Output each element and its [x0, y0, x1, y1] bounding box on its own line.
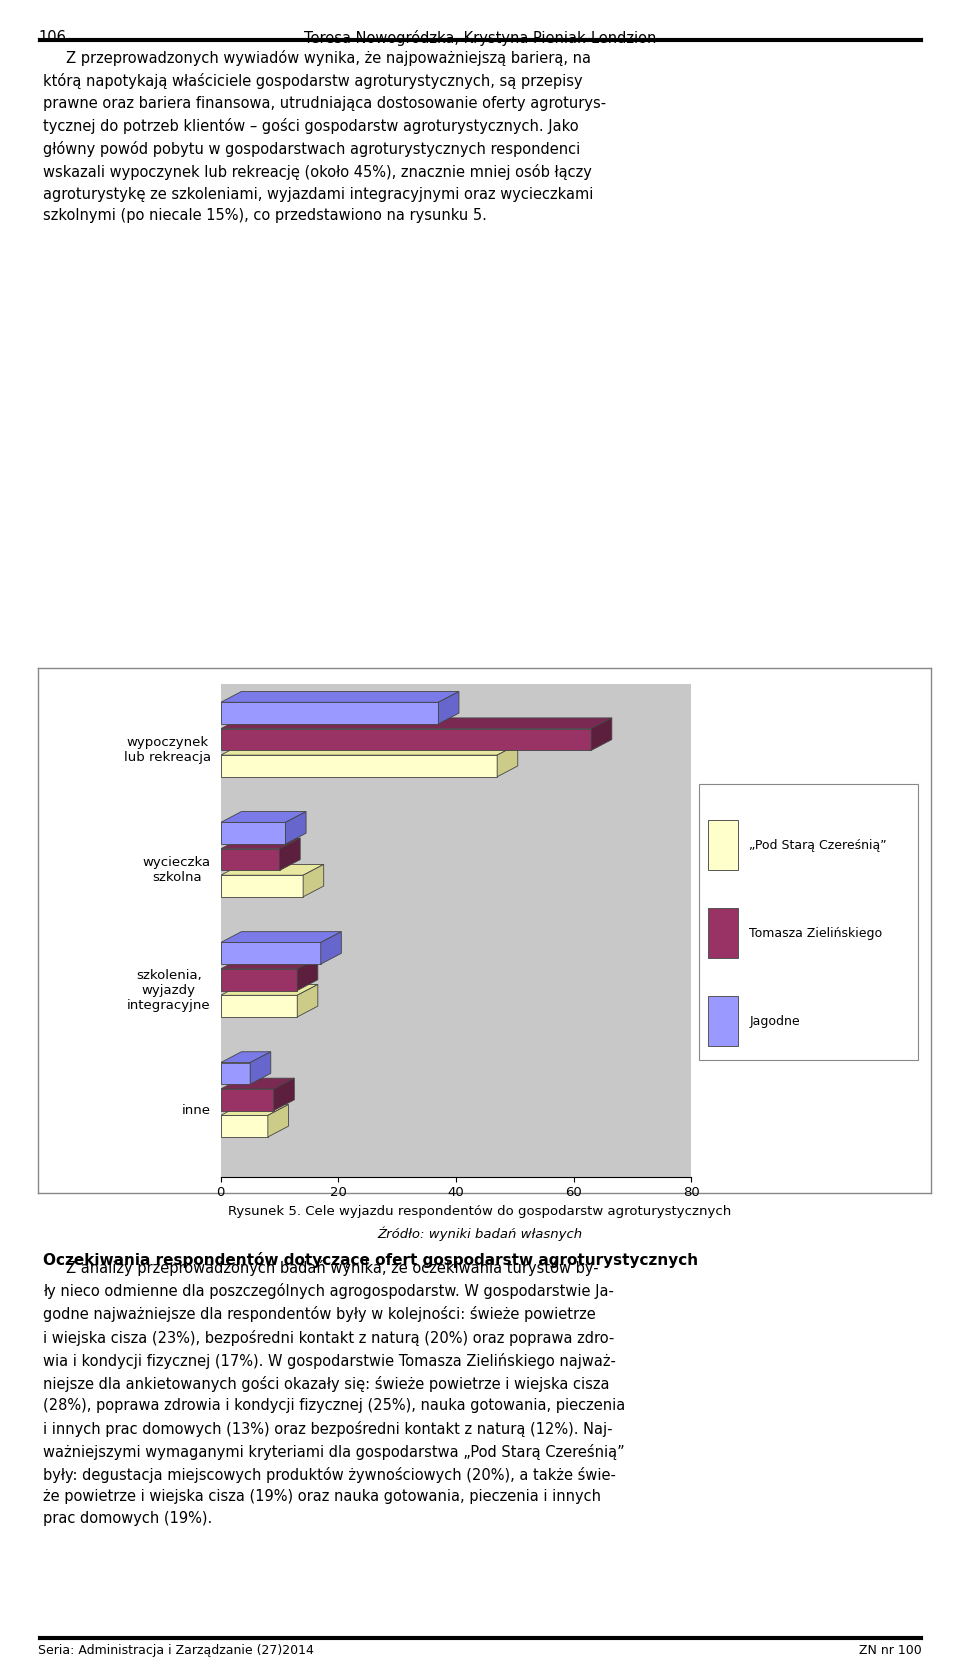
Polygon shape — [221, 985, 318, 995]
Text: wycieczka
szkolna: wycieczka szkolna — [142, 856, 210, 885]
Polygon shape — [221, 1051, 271, 1063]
Bar — [221, 729, 591, 751]
Bar — [708, 819, 738, 870]
Polygon shape — [274, 1078, 295, 1110]
Text: wypoczynek
lub rekreacja: wypoczynek lub rekreacja — [124, 736, 210, 764]
Polygon shape — [321, 931, 342, 965]
Polygon shape — [439, 691, 459, 724]
Text: Seria: Administracja i Zarządzanie (27)2014: Seria: Administracja i Zarządzanie (27)2… — [38, 1644, 314, 1657]
Polygon shape — [221, 811, 306, 823]
Bar — [708, 996, 738, 1046]
Text: szkolenia,
wyjazdy
integracyjne: szkolenia, wyjazdy integracyjne — [127, 970, 210, 1011]
Polygon shape — [591, 718, 612, 751]
Bar — [708, 908, 738, 958]
Polygon shape — [221, 931, 342, 943]
Polygon shape — [221, 865, 324, 875]
Polygon shape — [285, 811, 306, 845]
Text: Rysunek 5. Cele wyjazdu respondentów do gospodarstw agroturystycznych: Rysunek 5. Cele wyjazdu respondentów do … — [228, 1205, 732, 1218]
Polygon shape — [221, 744, 517, 754]
Polygon shape — [279, 838, 300, 871]
Bar — [221, 703, 439, 724]
Bar — [221, 970, 298, 990]
Polygon shape — [298, 958, 318, 990]
Bar — [221, 1088, 274, 1110]
Bar — [221, 754, 497, 776]
Text: Tomasza Zielińskiego: Tomasza Zielińskiego — [749, 926, 882, 940]
Bar — [221, 1063, 251, 1085]
Text: Oczekiwania respondentów dotyczące ofert gospodarstw agroturystycznych: Oczekiwania respondentów dotyczące ofert… — [43, 1252, 698, 1268]
Text: Teresa Nowogródzka, Krystyna Pieniak-Lendzion: Teresa Nowogródzka, Krystyna Pieniak-Len… — [303, 30, 657, 47]
Text: Z przeprowadzonych wywiadów wynika, że najpoważniejszą barierą, na
którą napotyk: Z przeprowadzonych wywiadów wynika, że n… — [43, 50, 607, 224]
Polygon shape — [303, 865, 324, 896]
Polygon shape — [221, 1105, 288, 1115]
Bar — [221, 823, 285, 845]
Text: ZN nr 100: ZN nr 100 — [859, 1644, 922, 1657]
Polygon shape — [497, 744, 517, 776]
Bar — [221, 850, 279, 871]
Bar — [221, 943, 321, 965]
Polygon shape — [221, 1078, 295, 1088]
Polygon shape — [221, 958, 318, 970]
Text: Z analizy przeprowadzonych badań wynika, że oczekiwania turystów by-
ły nieco od: Z analizy przeprowadzonych badań wynika,… — [43, 1260, 626, 1525]
Bar — [221, 995, 298, 1016]
Text: Jagodne: Jagodne — [749, 1015, 800, 1028]
Polygon shape — [298, 985, 318, 1016]
Text: 106: 106 — [38, 30, 66, 45]
Polygon shape — [268, 1105, 288, 1137]
Polygon shape — [221, 838, 300, 850]
Bar — [221, 875, 303, 896]
Text: Źródło: wyniki badań własnych: Źródło: wyniki badań własnych — [377, 1227, 583, 1242]
Polygon shape — [221, 718, 612, 729]
Text: „Pod Starą Czereśnią”: „Pod Starą Czereśnią” — [749, 838, 887, 851]
Polygon shape — [221, 691, 459, 703]
Text: inne: inne — [181, 1105, 210, 1117]
Bar — [221, 1115, 268, 1137]
Polygon shape — [251, 1051, 271, 1085]
